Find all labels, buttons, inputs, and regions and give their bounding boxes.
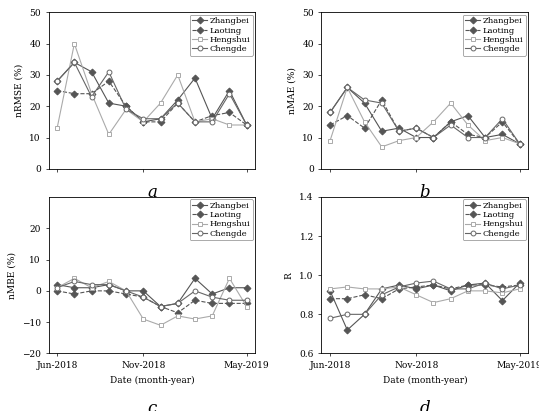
X-axis label: Date (month-year): Date (month-year) [383, 376, 467, 385]
Legend: Zhangbei, Laoting, Hengshui, Chengde: Zhangbei, Laoting, Hengshui, Chengde [462, 199, 526, 240]
Legend: Zhangbei, Laoting, Hengshui, Chengde: Zhangbei, Laoting, Hengshui, Chengde [462, 15, 526, 55]
Text: a: a [147, 185, 157, 201]
Text: d: d [419, 400, 430, 411]
Y-axis label: R: R [285, 272, 294, 279]
X-axis label: Date (month-year): Date (month-year) [109, 376, 194, 385]
Text: c: c [147, 400, 156, 411]
Y-axis label: nMBE (%): nMBE (%) [8, 252, 16, 299]
Legend: Zhangbei, Laoting, Hengshui, Chengde: Zhangbei, Laoting, Hengshui, Chengde [190, 15, 253, 55]
Y-axis label: nMAE (%): nMAE (%) [288, 67, 296, 114]
Text: b: b [419, 185, 430, 201]
Legend: Zhangbei, Laoting, Hengshui, Chengde: Zhangbei, Laoting, Hengshui, Chengde [190, 199, 253, 240]
Y-axis label: nRMSE (%): nRMSE (%) [15, 64, 24, 117]
